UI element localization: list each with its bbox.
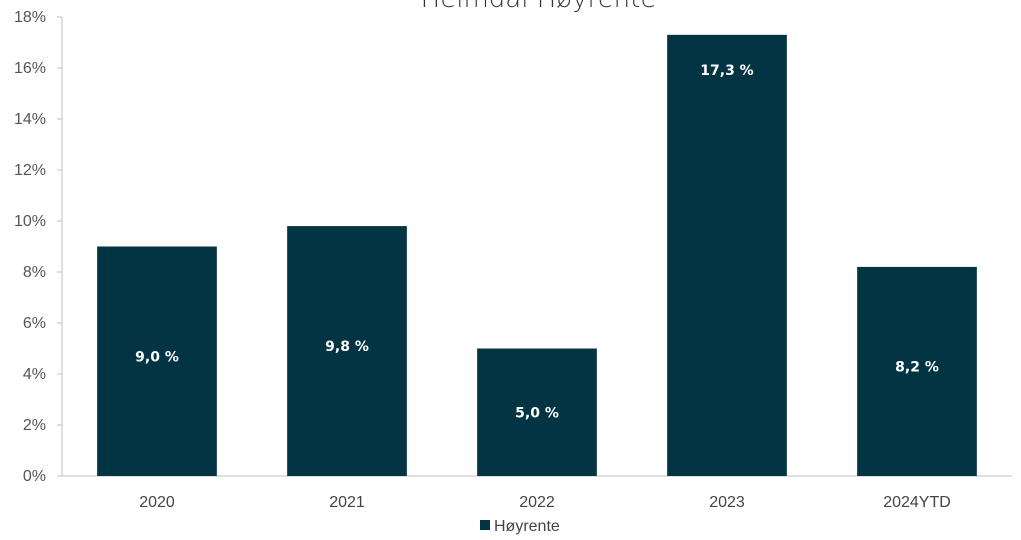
bar-2024ytd: [857, 266, 977, 476]
bar-2022: [477, 348, 597, 476]
y-tick-label: 8%: [23, 264, 46, 281]
legend-label: Høyrente: [494, 518, 560, 535]
data-label-2022: 5,0 %: [515, 405, 559, 421]
data-label-2024ytd: 8,2 %: [895, 359, 939, 375]
bar-2023: [667, 34, 787, 476]
y-tick-label: 4%: [23, 366, 46, 383]
y-tick-label: 16%: [14, 60, 46, 77]
bar-2020: [97, 246, 217, 476]
y-tick-label: 0%: [23, 468, 46, 485]
y-tick-label: 18%: [14, 9, 46, 26]
data-label-2021: 9,8 %: [325, 339, 369, 355]
y-tick-label: 10%: [14, 213, 46, 230]
chart-title: Heimdal Høyrente: [0, 0, 1021, 14]
legend: Høyrente: [480, 518, 560, 535]
x-tick-label: 2024YTD: [883, 494, 951, 511]
data-label-2020: 9,0 %: [135, 349, 179, 365]
y-tick-label: 14%: [14, 111, 46, 128]
y-tick-label: 6%: [23, 315, 46, 332]
x-axis: 2020 2021 2022 2023 2024YTD: [62, 475, 1012, 511]
x-tick-label: 2020: [139, 494, 175, 511]
x-tick-label: 2022: [519, 494, 555, 511]
bar-2021: [287, 226, 407, 476]
data-label-2023: 17,3 %: [700, 63, 753, 79]
x-tick-label: 2021: [329, 494, 365, 511]
y-tick-label: 12%: [14, 162, 46, 179]
x-tick-label: 2023: [709, 494, 745, 511]
legend-swatch: [480, 520, 490, 530]
y-axis: 0% 2% 4% 6% 8% 10% 12% 14% 16% 18%: [14, 9, 63, 485]
y-tick-label: 2%: [23, 417, 46, 434]
bars: 9,0 % 9,8 % 5,0 % 17,3 % 8,2 %: [97, 34, 977, 476]
